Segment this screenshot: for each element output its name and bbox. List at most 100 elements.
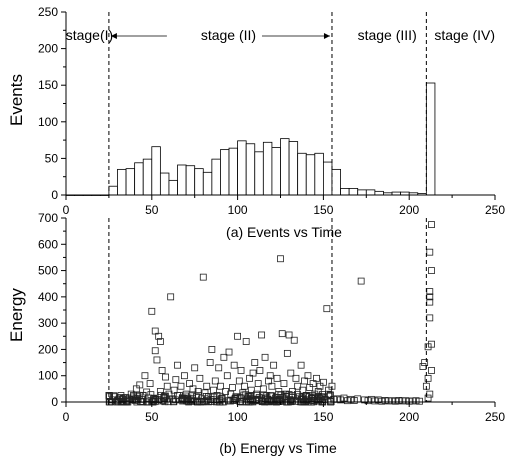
histogram-bar [125,168,136,196]
x-tick-label: 0 [63,410,70,424]
stage-label: stage (II) [201,27,256,43]
scatter-point [229,384,236,391]
histogram-bar [357,189,367,196]
scatter-point [237,367,245,374]
x-tick-label: 100 [228,203,248,217]
scatter-point [395,397,403,404]
scatter-point [193,393,200,401]
scatter-point [162,392,169,400]
scatter-point [155,332,163,340]
scatter-point [110,393,118,401]
scatter-point [218,394,226,402]
scatter-point [203,382,211,390]
scatter-point [295,393,303,401]
histogram-bar [374,190,384,196]
scatter-point [230,361,238,369]
histogram-bar [425,82,436,196]
histogram-bar [305,154,316,196]
y-tick-label: 150 [38,78,58,92]
histogram-bar [348,188,359,196]
scatter-point [227,397,234,405]
energy-x-ticks: 0 50 100 150 200 250 [63,402,505,424]
scatter-point [242,338,250,345]
scatter-point [209,393,217,401]
histogram-bar [271,147,281,196]
scatter-point [350,397,358,404]
scatter-point [270,361,278,369]
scatter-point [172,376,180,384]
scatter-point [325,386,332,394]
scatter-point [275,388,283,395]
scatter-point [297,361,305,369]
scatter-point [290,336,298,344]
scatter-point [259,385,267,393]
x-tick-label: 50 [145,410,159,424]
energy-caption: (b) Energy vs Time [219,440,337,456]
scatter-point [153,356,161,364]
events-caption: (a) Events vs Time [226,224,342,240]
stage-label: stage(I) [66,27,113,43]
scatter-point [292,374,300,382]
scatter-point [287,397,295,404]
scatter-point [241,382,248,390]
scatter-point [217,382,224,390]
scatter-point [294,382,302,390]
x-tick-label: 150 [313,410,333,424]
scatter-point [282,390,290,398]
scatter-point [132,385,140,393]
arrowhead-left [110,33,117,39]
scatter-point [426,314,434,322]
scatter-point [215,364,223,372]
scatter-point [170,386,178,394]
scatter-point [364,397,372,405]
histogram-bar [262,141,273,196]
scatter-point [156,388,164,395]
x-tick-label: 150 [313,203,333,217]
scatter-point [220,353,228,361]
scatter-point [416,397,423,405]
stage-label: stage (III) [358,27,417,43]
scatter-point [148,307,156,315]
scatter-point [273,374,281,382]
scatter-point [203,396,211,404]
x-tick-label: 200 [399,203,419,217]
y-tick-label: 300 [38,316,58,330]
events-y-axis-title: Events [7,74,26,126]
scatter-point [263,392,271,399]
scatter-point [412,397,420,405]
y-tick-label: 400 [38,290,58,304]
scatter-point [428,340,435,348]
x-tick-label: 50 [145,203,159,217]
scatter-point [211,377,219,385]
scatter-point [428,367,435,374]
scatter-point [261,353,269,361]
histogram-bar [340,188,350,196]
scatter-point [201,389,209,397]
scatter-point [277,255,284,263]
scatter-point [141,372,149,380]
histogram-bar [245,143,256,196]
scatter-point [344,397,351,405]
scatter-point [271,394,279,402]
scatter-point [323,305,331,313]
scatter-point [114,397,121,405]
scatter-point [428,221,435,228]
histogram-bar [220,149,230,196]
scatter-point [181,372,188,380]
scatter-point [309,380,317,388]
scatter-point [175,392,183,399]
energy-y-ticks: 0 100 200 300 400 500 600 700 [38,211,66,409]
scatter-point [184,394,192,402]
scatter-point [421,359,429,366]
scatter-point [419,363,427,370]
histogram-bar [151,146,161,196]
scatter-point [194,388,202,395]
scatter-point [398,397,406,405]
scatter-point [199,273,207,281]
histogram-bar [117,168,127,196]
scatter-point [150,397,157,405]
scatter-point [354,395,362,403]
scatter-point [268,382,276,390]
energy-y-axis-title: Energy [7,288,26,342]
y-tick-label: 200 [38,42,58,56]
